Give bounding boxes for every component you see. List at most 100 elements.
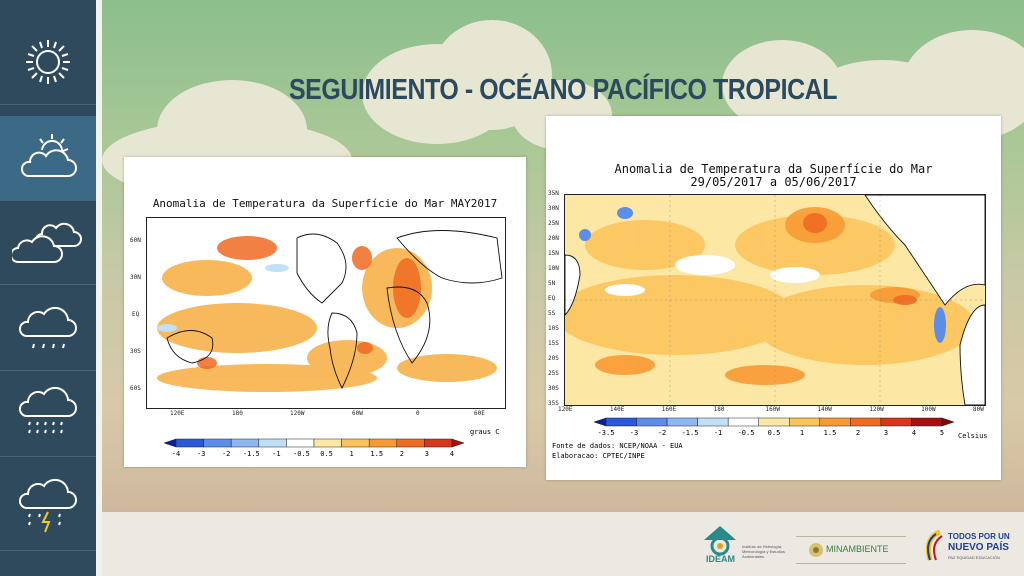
colorbar-segment: [258, 438, 287, 448]
colorbar-tick-label: -1.5: [682, 429, 699, 437]
colorbar-segment: [368, 438, 398, 448]
colorbar-segment: [911, 417, 943, 427]
lat-label: 10S: [548, 325, 559, 332]
colorbar-tick-label: 0.5: [768, 429, 781, 437]
lon-label: 120W: [290, 410, 305, 417]
colorbar-tick-label: -3: [630, 429, 638, 437]
lon-label: 60E: [474, 410, 485, 417]
lat-label: 35S: [548, 400, 559, 407]
colorbar-segment: [313, 438, 342, 448]
colorbar-tick-label: -0.5: [738, 429, 755, 437]
colorbar-segment: [203, 438, 232, 448]
colorbar-tick-label: -2: [222, 450, 230, 458]
storm-cloud-icon: [18, 478, 77, 533]
sun-icon: [26, 40, 70, 84]
lon-label: 180: [232, 410, 243, 417]
lat-label: 15S: [548, 340, 559, 347]
colorbar-tick-label: 5: [940, 429, 944, 437]
gov-line2: NUEVO PAÍS: [948, 542, 1009, 553]
colorbar-segment: [594, 417, 607, 427]
colorbar-tick-label: -4: [172, 450, 180, 458]
monthly-anomaly-panel: Anomalia de Temperatura da Superfície do…: [124, 157, 526, 467]
colorbar-tick-label: 1: [800, 429, 804, 437]
lon-label: 120W: [869, 406, 884, 413]
ideam-subtitle: Instituto de Hidrología, Meteorología y …: [742, 544, 785, 559]
colorbar-segment: [789, 417, 821, 427]
minambiente-logo: MINAMBIENTE: [796, 536, 906, 564]
weekly-anomaly-panel: Anomalia de Temperatura da Superfície do…: [546, 116, 1001, 480]
colorbar-segment: [697, 417, 729, 427]
heavy-rain-cloud-icon: [18, 386, 77, 434]
colorbar-segment: [666, 417, 698, 427]
gov-line3: PAZ EQUIDAD EDUCACIÓN: [948, 555, 1000, 560]
lat-label: 25N: [548, 220, 559, 227]
colombia-seal-icon: [809, 543, 823, 557]
colorbar-tick-label: -2: [658, 429, 666, 437]
lat-label: 25S: [548, 370, 559, 377]
colorbar-segment: [175, 438, 204, 448]
colorbar-tick-label: -1.5: [243, 450, 260, 458]
colorbar-tick-label: -1: [272, 450, 280, 458]
colorbar-tick-label: 2: [400, 450, 404, 458]
ideam-logo-icon: [704, 526, 736, 556]
colorbar-unit: Celsius: [958, 432, 988, 440]
gov-logo: TODOS POR UN NUEVO PAÍS PAZ EQUIDAD EDUC…: [922, 524, 1022, 568]
lon-label: 0: [416, 410, 420, 417]
sidebar-item-sun-cloud[interactable]: [0, 116, 96, 201]
clouds-icon: [12, 222, 82, 263]
lat-label: 20S: [548, 355, 559, 362]
minambiente-name: MINAMBIENTE: [826, 544, 889, 554]
sidebar-item-storm[interactable]: [0, 466, 96, 551]
data-source: Fonte de dados: NCEP/NOAA - EUA: [552, 442, 683, 450]
lat-label: 10N: [548, 265, 559, 272]
colorbar-tick-label: 1: [350, 450, 354, 458]
colorbar-tick-label: -1: [714, 429, 722, 437]
data-credit: Elaboracao: CPTEC/INPE: [552, 452, 645, 460]
colorbar-segment: [880, 417, 912, 427]
colorbar-tick-label: 1.5: [370, 450, 383, 458]
lon-label: 100W: [921, 406, 936, 413]
ideam-logo: [700, 522, 740, 562]
map-title: Anomalia de Temperatura da Superfície do…: [152, 197, 498, 210]
colorbar-segment: [727, 417, 759, 427]
sidebar-divider: [96, 0, 102, 576]
colorbar-segment: [451, 438, 464, 448]
lat-label: 35N: [548, 190, 559, 197]
lat-label: 30N: [130, 274, 141, 281]
sidebar-item-rain[interactable]: [0, 286, 96, 371]
colorbar-segment: [850, 417, 882, 427]
colorbar-segment: [396, 438, 425, 448]
lon-label: 160E: [661, 406, 677, 413]
pacific-anomaly-field: [565, 195, 985, 405]
sidebar-item-heavy-rain[interactable]: [0, 372, 96, 457]
colorbar-tick-label: -3.5: [598, 429, 615, 437]
lat-label: 60S: [130, 385, 141, 392]
world-anomaly-map: [146, 217, 506, 409]
sidebar-item-sun[interactable]: [0, 20, 96, 105]
lon-label: 160W: [765, 406, 780, 413]
colorbar-tick-label: 3: [884, 429, 888, 437]
lon-label: 180: [713, 406, 725, 413]
colorbar: -4 -3 -2 -1.5 -1 -0.5 0.5 1 1.5 2 3 4: [164, 438, 464, 458]
ideam-name: IDEAM: [706, 554, 735, 564]
lat-label: 20N: [548, 235, 559, 242]
sidebar-item-clouds[interactable]: [0, 200, 96, 285]
lat-label: 5S: [548, 310, 556, 317]
colorbar-tick-label: -0.5: [293, 450, 310, 458]
page-title: SEGUIMIENTO - OCÉANO PACÍFICO TROPICAL: [288, 74, 838, 106]
colorbar-segment: [424, 438, 453, 448]
rain-cloud-icon: [18, 306, 77, 349]
gov-line1: TODOS POR UN: [948, 532, 1010, 541]
colorbar-unit: graus C: [470, 428, 500, 436]
colorbar-tick-label: 1.5: [824, 429, 837, 437]
world-anomaly-field: [157, 230, 503, 392]
lon-label: 80W: [973, 406, 984, 413]
lat-label: 30S: [130, 348, 141, 355]
colorbar-tick-label: 4: [450, 450, 454, 458]
lon-label: 140W: [817, 406, 832, 413]
colorbar-segment: [636, 417, 668, 427]
colorbar-segment: [341, 438, 370, 448]
colorbar-segment: [286, 438, 315, 448]
colorbar-tick-label: 3: [425, 450, 429, 458]
colorbar-tick-label: 4: [912, 429, 916, 437]
